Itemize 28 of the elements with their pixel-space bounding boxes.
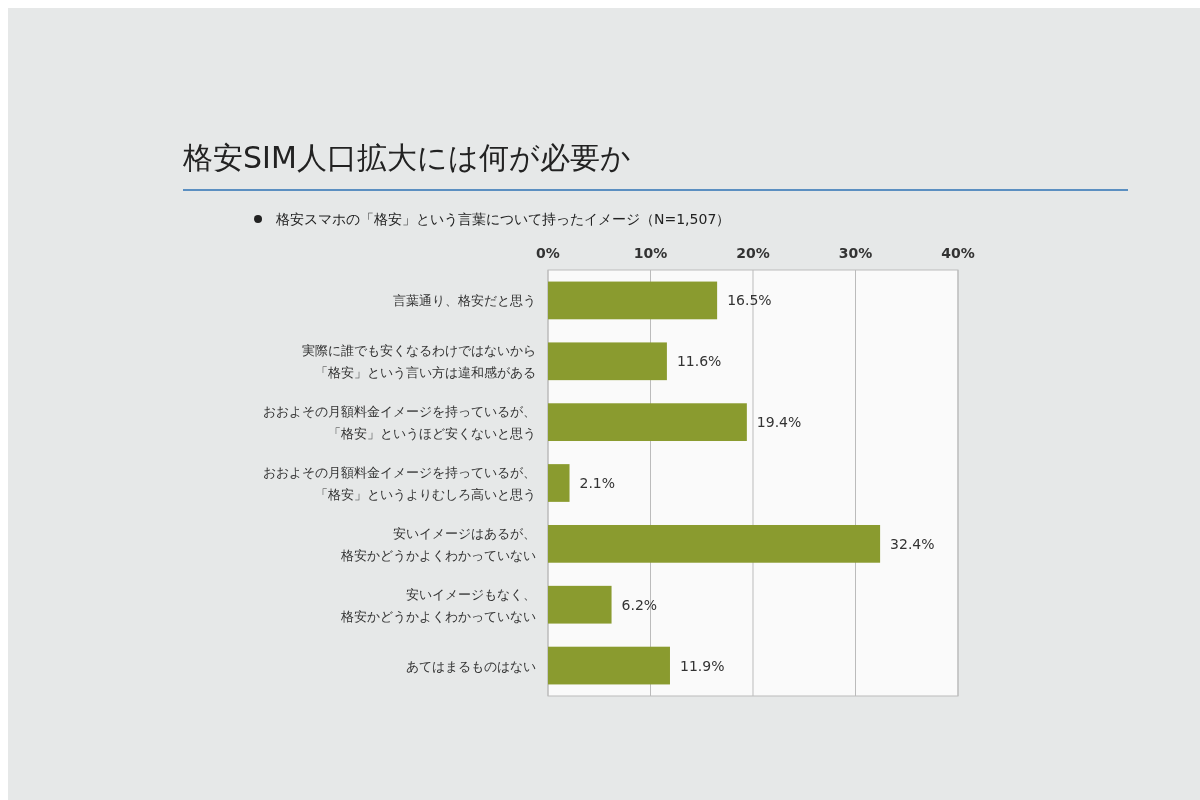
y-tick-label: 実際に誰でも安くなるわけではないから「格安」という言い方は違和感がある: [302, 343, 536, 381]
chart-subtitle: 格安スマホの「格安」という言葉について持ったイメージ（N=1,507）: [275, 211, 731, 227]
bar: [548, 585, 612, 624]
x-tick-label: 20%: [736, 245, 770, 261]
chart-title: 格安SIM人口拡大には何が必要か: [182, 140, 631, 175]
data-label: 16.5%: [727, 292, 772, 309]
y-tick-label: あてはまるものはない: [406, 658, 536, 674]
x-tick-label: 30%: [838, 245, 873, 261]
data-label: 6.2%: [621, 596, 658, 613]
bar: [548, 281, 718, 320]
bar: [548, 646, 670, 685]
data-label: 11.6%: [676, 353, 722, 370]
data-label: 2.1%: [579, 475, 616, 491]
x-tick-label: 40%: [941, 245, 975, 261]
bar: [548, 403, 747, 442]
bar: [548, 524, 881, 563]
x-tick-label: 10%: [633, 245, 668, 261]
data-label: 32.4%: [890, 535, 935, 552]
x-tick-label: 0%: [536, 245, 560, 261]
y-tick-label: おおよその月額料金イメージを持っているが、「格安」というよりむしろ高いと思う: [263, 465, 536, 502]
bar: [548, 342, 667, 381]
y-tick-label: おおよその月額料金イメージを持っているが、「格安」というほど安くないと思う: [263, 404, 536, 442]
y-tick-label: 安いイメージはあるが、格安かどうかよくわかっていない: [340, 525, 536, 563]
data-label: 19.4%: [756, 414, 802, 431]
bar: [548, 464, 570, 502]
y-tick-label: 言葉通り、格安だと思う: [393, 293, 536, 309]
data-label: 11.9%: [679, 657, 725, 674]
y-tick-label: 安いイメージもなく、格安かどうかよくわかっていない: [340, 586, 536, 624]
